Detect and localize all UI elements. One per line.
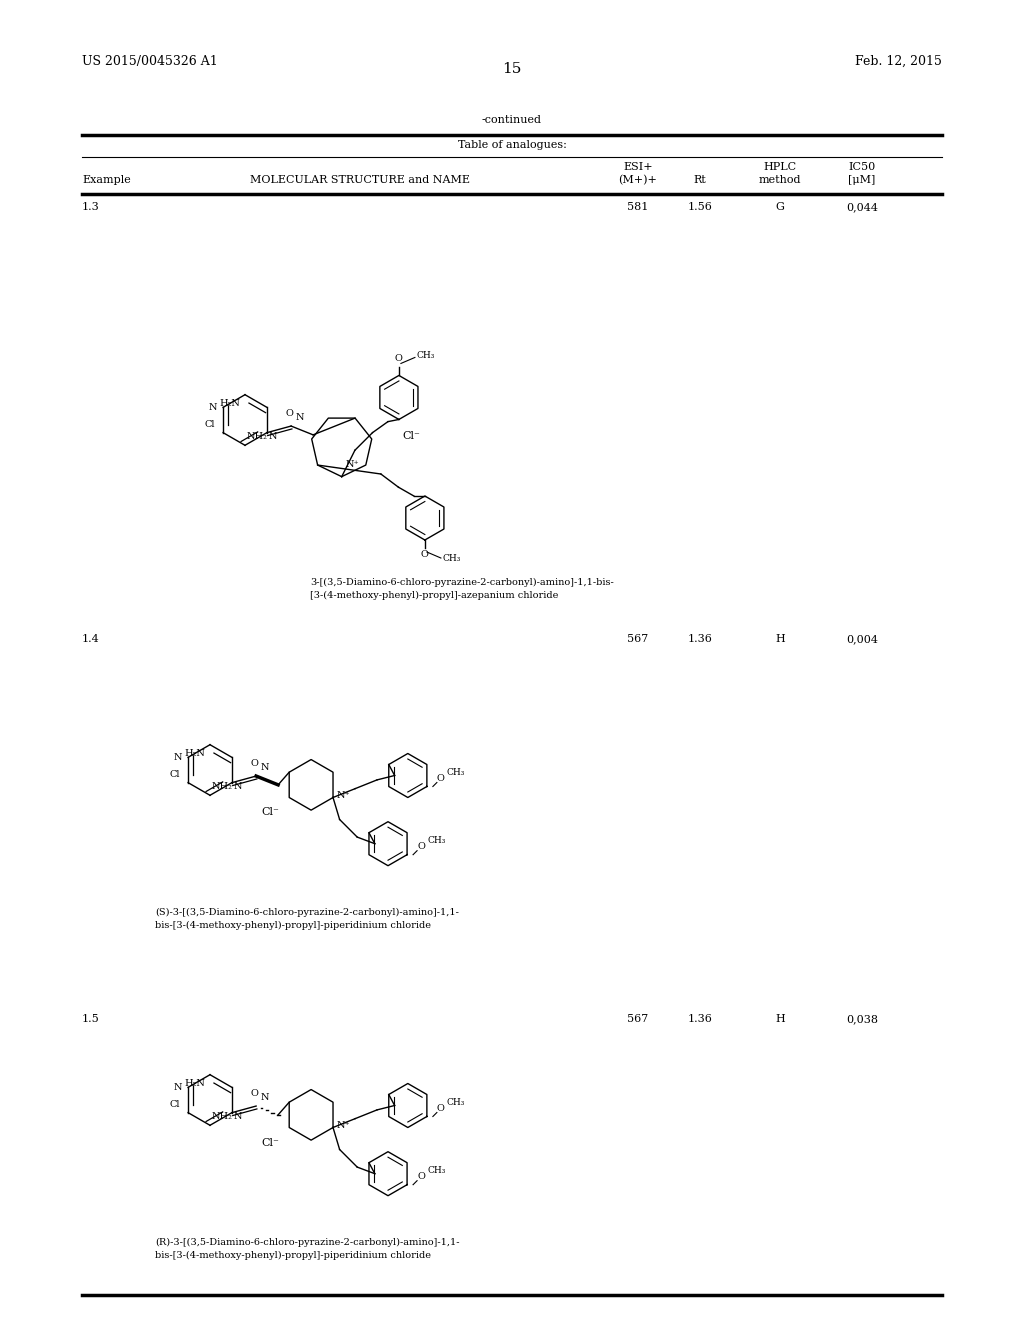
Text: method: method [759, 176, 801, 185]
Text: N⁺: N⁺ [337, 791, 351, 800]
Text: MOLECULAR STRUCTURE and NAME: MOLECULAR STRUCTURE and NAME [250, 176, 470, 185]
Text: Example: Example [82, 176, 131, 185]
Text: 1.36: 1.36 [687, 1014, 713, 1024]
Text: (R)-3-[(3,5-Diamino-6-chloro-pyrazine-2-carbonyl)-amino]-1,1-: (R)-3-[(3,5-Diamino-6-chloro-pyrazine-2-… [155, 1238, 460, 1247]
Text: 567: 567 [628, 634, 648, 644]
Text: -continued: -continued [482, 115, 542, 125]
Text: O: O [395, 355, 402, 363]
Text: Cl⁻: Cl⁻ [262, 1138, 280, 1147]
Text: 1.56: 1.56 [687, 202, 713, 213]
Text: 0,004: 0,004 [846, 634, 878, 644]
Text: N: N [296, 413, 304, 422]
Text: Rt: Rt [693, 176, 707, 185]
Text: N: N [261, 1093, 269, 1102]
Text: N: N [269, 432, 278, 441]
Text: O: O [421, 550, 429, 558]
Text: NH₂: NH₂ [212, 783, 232, 791]
Text: [μM]: [μM] [848, 176, 876, 185]
Text: N: N [174, 752, 182, 762]
Text: H₂N: H₂N [184, 748, 205, 758]
Text: NH₂: NH₂ [247, 433, 268, 441]
Text: CH₃: CH₃ [446, 768, 465, 777]
Text: N: N [261, 763, 269, 772]
Text: CH₃: CH₃ [427, 836, 445, 845]
Text: CH₃: CH₃ [417, 351, 435, 360]
Text: G: G [775, 202, 784, 213]
Text: US 2015/0045326 A1: US 2015/0045326 A1 [82, 55, 218, 69]
Text: CH₃: CH₃ [427, 1166, 445, 1175]
Text: H₂N: H₂N [219, 399, 240, 408]
Text: O: O [250, 1089, 258, 1098]
Text: N: N [233, 783, 243, 791]
Text: 0,044: 0,044 [846, 202, 878, 213]
Text: 1.3: 1.3 [82, 202, 99, 213]
Text: O: O [417, 842, 425, 851]
Text: Feb. 12, 2015: Feb. 12, 2015 [855, 55, 942, 69]
Text: 567: 567 [628, 1014, 648, 1024]
Text: Cl⁻: Cl⁻ [262, 808, 280, 817]
Text: O: O [250, 759, 258, 768]
Text: (M+)+: (M+)+ [618, 176, 657, 185]
Text: Table of analogues:: Table of analogues: [458, 140, 566, 150]
Text: Cl: Cl [170, 770, 180, 779]
Text: 1.36: 1.36 [687, 634, 713, 644]
Text: 0,038: 0,038 [846, 1014, 878, 1024]
Text: O: O [285, 409, 293, 418]
Text: Cl: Cl [205, 420, 215, 429]
Text: bis-[3-(4-methoxy-phenyl)-propyl]-piperidinium chloride: bis-[3-(4-methoxy-phenyl)-propyl]-piperi… [155, 1251, 431, 1261]
Text: N⁺: N⁺ [346, 459, 359, 469]
Text: ESI+: ESI+ [624, 162, 653, 172]
Text: N: N [209, 403, 217, 412]
Text: CH₃: CH₃ [442, 553, 461, 562]
Text: O: O [417, 1172, 425, 1181]
Text: bis-[3-(4-methoxy-phenyl)-propyl]-piperidinium chloride: bis-[3-(4-methoxy-phenyl)-propyl]-piperi… [155, 921, 431, 931]
Text: NH₂: NH₂ [212, 1113, 232, 1121]
Text: IC50: IC50 [848, 162, 876, 172]
Text: O: O [437, 774, 444, 783]
Text: [3-(4-methoxy-phenyl)-propyl]-azepanium chloride: [3-(4-methoxy-phenyl)-propyl]-azepanium … [310, 591, 558, 601]
Text: N: N [233, 1113, 243, 1121]
Text: N⁺: N⁺ [337, 1121, 351, 1130]
Text: (S)-3-[(3,5-Diamino-6-chloro-pyrazine-2-carbonyl)-amino]-1,1-: (S)-3-[(3,5-Diamino-6-chloro-pyrazine-2-… [155, 908, 459, 917]
Text: CH₃: CH₃ [446, 1098, 465, 1107]
Text: 3-[(3,5-Diamino-6-chloro-pyrazine-2-carbonyl)-amino]-1,1-bis-: 3-[(3,5-Diamino-6-chloro-pyrazine-2-carb… [310, 578, 613, 587]
Text: O: O [437, 1104, 444, 1113]
Text: 581: 581 [628, 202, 648, 213]
Text: N: N [174, 1082, 182, 1092]
Text: HPLC: HPLC [764, 162, 797, 172]
Text: 15: 15 [503, 62, 521, 77]
Text: Cl: Cl [170, 1100, 180, 1109]
Text: H: H [775, 1014, 784, 1024]
Text: H: H [775, 634, 784, 644]
Text: 1.5: 1.5 [82, 1014, 99, 1024]
Text: 1.4: 1.4 [82, 634, 99, 644]
Text: H₂N: H₂N [184, 1078, 205, 1088]
Text: Cl⁻: Cl⁻ [402, 430, 421, 441]
